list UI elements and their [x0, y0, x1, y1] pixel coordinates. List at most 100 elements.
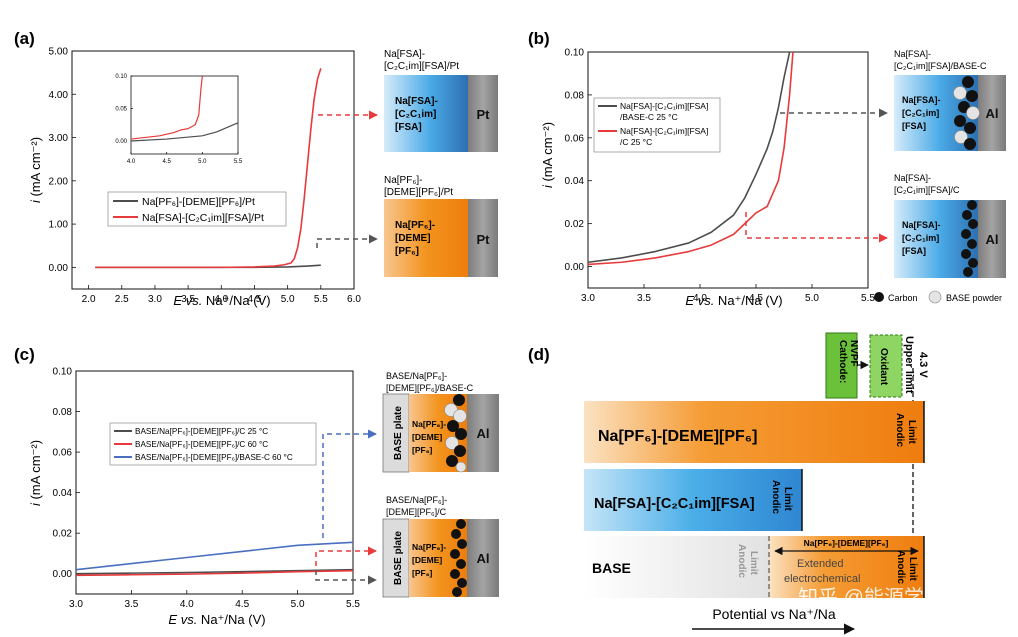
schem-c2-electrolyte-3: [PF₆] — [412, 568, 433, 578]
panel-b-legend-1a: Na[FSA]-[C₂C₁im][FSA] — [620, 101, 708, 111]
a-x-tick-label: 4.0 — [214, 294, 228, 305]
a-inset-axes-frame — [130, 75, 239, 155]
panel-c-ylabel: i (mA cm⁻²) — [28, 440, 43, 506]
panel-a-legend-2: Na[FSA]-[C₂C₁im][FSA]/Pt — [142, 212, 264, 224]
panel-c-legend: BASE/Na[PF₆]-[DEME][PF₆]/C 25 °C BASE/Na… — [109, 422, 317, 466]
panel-d-diagram: μC Cathode: NVPF Oxidant Upper limit 4.3… — [584, 332, 944, 635]
c-x-tick-label: 4.0 — [180, 599, 194, 610]
c-y-tick-label: 0.04 — [53, 488, 73, 499]
panel-c-schematic-c: BASE/Na[PF₆]- [DEME][PF₆]/C BASE plate N… — [382, 495, 499, 598]
b-x-tick-label: 5.0 — [805, 293, 819, 304]
schem-a1-title-1: Na[FSA]- — [384, 49, 425, 60]
a-y-tick-label: 5.00 — [49, 47, 69, 58]
c-y-tick-label: 0.08 — [53, 407, 73, 418]
a-y-tick-label: 3.00 — [49, 133, 69, 144]
a-inset-series-line-1 — [130, 122, 239, 142]
panel-c-arrow-grey — [315, 570, 377, 585]
a-y-tick-label: 2.00 — [49, 176, 69, 187]
schem-b2-title-1: Na[FSA]- — [894, 173, 931, 183]
b-y-tick-label: 0.06 — [565, 133, 585, 144]
c-x-tick-label: 3.5 — [124, 599, 138, 610]
schem-b1-electrode: Al — [986, 106, 999, 121]
panel-d-upper-limit-value: 4.3 V — [917, 352, 929, 378]
panel-b-label: (b) — [528, 29, 550, 48]
panel-b-schematic-base-c: Na[FSA]- [C₂C₁im][FSA]/BASE-C Na[FSA]- [… — [894, 49, 1006, 151]
a-x-tick-label: 4.5 — [248, 294, 262, 305]
panel-a-ylabel: i (mA cm⁻²) — [28, 137, 43, 203]
panel-b-legend: Na[FSA]-[C₂C₁im][FSA] /BASE-C 25 °C Na[F… — [593, 97, 721, 153]
schem-b1-particles — [953, 76, 980, 150]
panel-c-legend-2: BASE/Na[PF₆]-[DEME][PF₆]/C 60 °C — [135, 440, 268, 449]
b-y-tick-label: 0.04 — [565, 176, 585, 187]
a-series-line-2 — [95, 68, 322, 269]
panel-d-bar-pf6-limit-1: Anodic — [894, 413, 905, 447]
schem-a2-title-2: [DEME][PF₆]/Pt — [384, 187, 453, 198]
panel-c-plot: 3.0 3.5 4.0 4.5 5.0 5.5 0.00 0.02 0.04 0.06 0.08 0.… — [53, 367, 361, 611]
schem-b2-electrolyte-3: [FSA] — [902, 246, 926, 256]
c-y-tick-label: 0.02 — [53, 529, 73, 540]
a-inset-y-tick-label: 0.10 — [115, 74, 127, 80]
panel-d-bar-base-limit-1: Anodic — [736, 544, 747, 578]
b-x-tick-label: 3.5 — [637, 293, 651, 304]
panel-a-legend-1: Na[PF₆]-[DEME][PF₆]/Pt — [142, 196, 255, 208]
schem-b1-electrolyte-1: Na[FSA]- — [902, 95, 941, 105]
a-inset-y-tick-label: 0.00 — [115, 139, 127, 145]
schem-a2-title-1: Na[PF₆]- — [384, 175, 422, 186]
a-x-tick-label: 2.0 — [82, 294, 96, 305]
schem-a1-electrolyte-3: [FSA] — [395, 122, 422, 133]
schem-c1-title-1: BASE/Na[PF₆]- — [386, 371, 447, 381]
schem-c1-title-2: [DEME][PF₆]/BASE-C — [386, 383, 474, 393]
panel-b-legend-1b: /BASE-C 25 °C — [620, 112, 678, 122]
schem-c1-electrolyte-1: Na[PF₆]- — [412, 419, 446, 429]
panel-a-plot: 2.0 2.5 3.0 3.5 4.0 4.5 5.0 5.5 6.0 0.00 1.00 2.00 3… — [49, 47, 362, 306]
panel-a-legend: Na[PF₆]-[DEME][PF₆]/Pt Na[FSA]-[C₂C₁im][… — [107, 191, 287, 227]
panel-d-bar-base-label: BASE — [592, 560, 631, 576]
panel-b-key: Carbon BASE powder — [874, 290, 1002, 304]
schem-c2-electrolyte-2: [DEME] — [412, 555, 442, 565]
panel-d-bar-fsa-label: Na[FSA]-[C₂C₁im][FSA] — [594, 496, 755, 512]
c-series-line-2 — [75, 569, 354, 577]
b-y-tick-label: 0.10 — [565, 48, 585, 59]
panel-b-arrow-red — [745, 212, 888, 243]
schem-a2-electrode: Pt — [477, 232, 491, 247]
schem-a2-electrolyte-3: [PF₆] — [395, 246, 419, 257]
panel-c-legend-3: BASE/Na[PF₆]-[DEME][PF₆]/BASE-C 60 °C — [135, 453, 293, 462]
c-x-tick-label: 3.0 — [69, 599, 83, 610]
a-inset-x-tick-label: 5.5 — [234, 159, 243, 165]
b-x-tick-label: 4.5 — [749, 293, 763, 304]
panel-a-inset: 4.0 4.5 5.0 5.5 0.00 0.05 0.10 — [115, 74, 243, 165]
schem-c1-electrolyte-2: [DEME] — [412, 432, 442, 442]
c-y-tick-label: 0.06 — [53, 448, 73, 459]
panel-c-legend-1: BASE/Na[PF₆]-[DEME][PF₆]/C 25 °C — [135, 427, 268, 436]
a-x-tick-label: 6.0 — [347, 294, 361, 305]
b-axes-frame — [587, 51, 869, 289]
a-y-tick-label: 0.00 — [49, 263, 69, 274]
panel-d-cathode-2: NVPF — [848, 340, 859, 367]
a-inset-x-tick-label: 4.0 — [127, 159, 136, 165]
panel-d-oxidant-box — [869, 334, 903, 398]
panel-d-bar-fsa — [584, 469, 802, 531]
schem-c2-title-2: [DEME][PF₆]/C — [386, 507, 447, 517]
a-x-tick-label: 5.5 — [314, 294, 328, 305]
a-y-tick-label: 4.00 — [49, 90, 69, 101]
schem-c2-title-1: BASE/Na[PF₆]- — [386, 495, 447, 505]
c-series-line-1 — [75, 568, 354, 575]
panel-c-arrow-blue — [322, 429, 377, 538]
schem-a2-electrolyte-2: [DEME] — [395, 233, 431, 244]
panel-c-label: (c) — [14, 345, 35, 364]
schem-b2-title-2: [C₂C₁im][FSA]/C — [894, 185, 960, 195]
schem-c2-electrolyte-1: Na[PF₆]- — [412, 542, 446, 552]
c-axes-frame — [75, 370, 354, 595]
panel-a-xlabel: E vs. Na⁺/Na (V) — [173, 293, 270, 308]
schem-b2-electrode: Al — [986, 232, 999, 247]
c-series-line-3 — [75, 541, 354, 571]
b-series-line-1 — [587, 51, 791, 264]
panel-b-schematic-c: Na[FSA]- [C₂C₁im][FSA]/C Na[FSA]- [C₂C₁i… — [894, 173, 1006, 278]
panel-d-label: (d) — [528, 345, 550, 364]
panel-d-bar-pf6-label: Na[PF₆]-[DEME][PF₆] — [598, 428, 757, 445]
schem-b1-title-1: Na[FSA]- — [894, 49, 931, 59]
schem-c1-particles — [444, 394, 467, 473]
panel-a-schematic-pf6-pt: Na[PF₆]- [DEME][PF₆]/Pt Na[PF₆]- [DEME] … — [384, 175, 498, 277]
b-y-tick-label: 0.02 — [565, 219, 585, 230]
